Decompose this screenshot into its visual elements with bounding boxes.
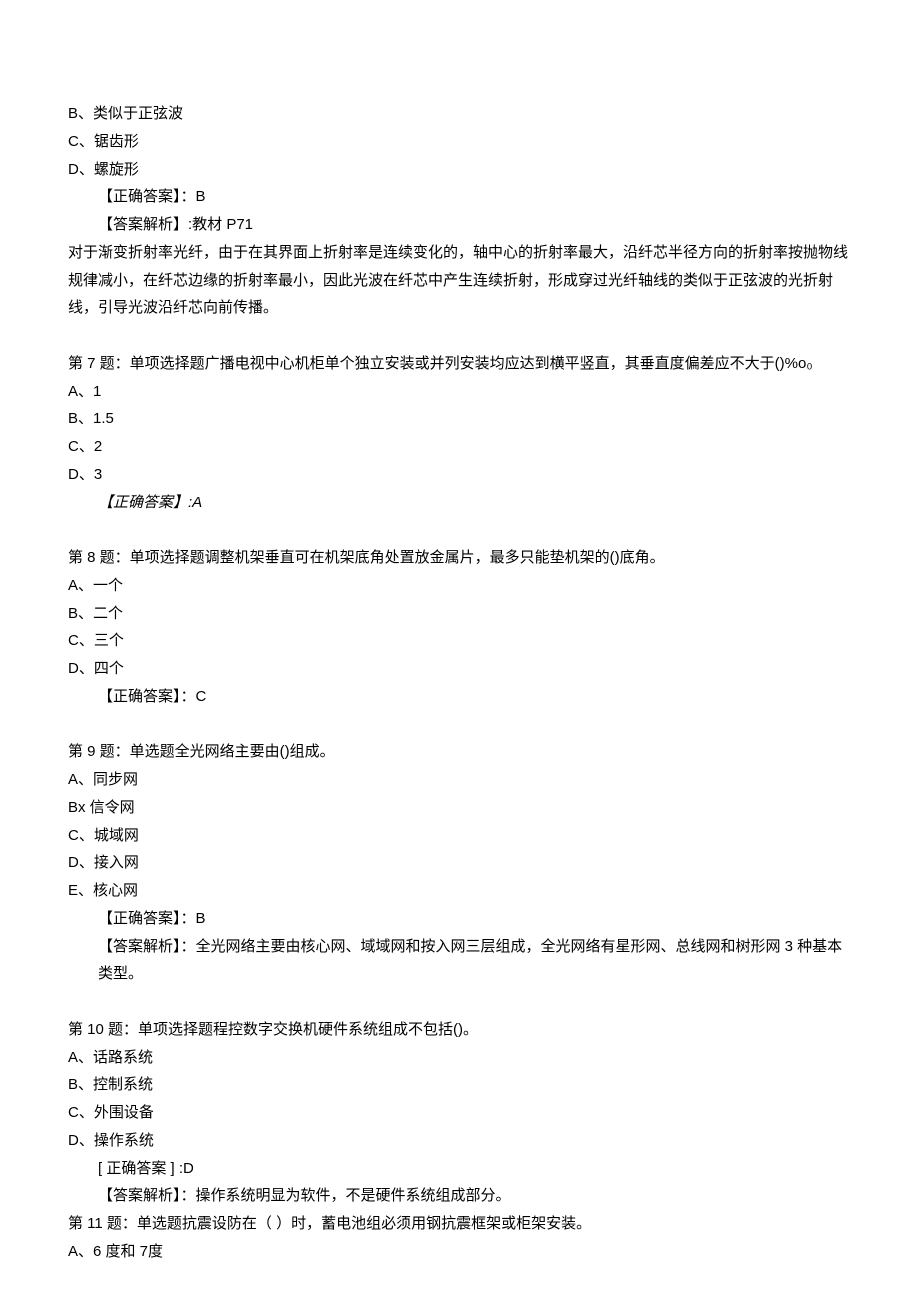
q7-option-c: C、2	[68, 433, 852, 461]
q8-stem: 第 8 题：单项选择题调整机架垂直可在机架底角处置放金属片，最多只能垫机架的()…	[68, 544, 852, 572]
q8-option-a: A、一个	[68, 572, 852, 600]
q9-option-a: A、同步网	[68, 766, 852, 794]
q11-option-a: A、6 度和 7度	[68, 1238, 852, 1266]
q10-option-c: C、外围设备	[68, 1099, 852, 1127]
q6-option-d: D、螺旋形	[68, 156, 852, 184]
q11-stem: 第 11 题：单选题抗震设防在（ ）时，蓄电池组必须用钢抗震框架或柜架安装。	[68, 1210, 852, 1238]
q9-option-c: C、城域网	[68, 822, 852, 850]
q6-option-c: C、锯齿形	[68, 128, 852, 156]
q7-option-a: A、1	[68, 378, 852, 406]
q7-answer: 【正确答案】:A	[68, 489, 852, 517]
q9-answer: 【正确答案】：B	[68, 905, 852, 933]
q10-option-b: B、控制系统	[68, 1071, 852, 1099]
q8-answer: 【正确答案】：C	[68, 683, 852, 711]
q9-option-d: D、接入网	[68, 849, 852, 877]
q10-option-a: A、话路系统	[68, 1044, 852, 1072]
q10-answer: [ 正确答案 ] :D	[68, 1155, 852, 1183]
q7-stem: 第 7 题：单项选择题广播电视中心机柜单个独立安装或并列安装均应达到横平竖直，其…	[68, 350, 852, 378]
q7-option-d: D、3	[68, 461, 852, 489]
q8-option-b: B、二个	[68, 600, 852, 628]
q10-stem: 第 10 题：单项选择题程控数字交换机硬件系统组成不包括()。	[68, 1016, 852, 1044]
q9-analysis: 【答案解析】：全光网络主要由核心网、域域网和按入网三层组成，全光网络有星形网、总…	[68, 933, 852, 989]
q10-option-d: D、操作系统	[68, 1127, 852, 1155]
q8-option-c: C、三个	[68, 627, 852, 655]
q9-stem: 第 9 题：单选题全光网络主要由()组成。	[68, 738, 852, 766]
q6-option-b: B、类似于正弦波	[68, 100, 852, 128]
q7-option-b: B、1.5	[68, 405, 852, 433]
q8-option-d: D、四个	[68, 655, 852, 683]
q9-option-b: Bx 信令网	[68, 794, 852, 822]
q6-analysis-label: 【答案解析】:教材 P71	[68, 211, 852, 239]
q9-option-e: E、核心网	[68, 877, 852, 905]
q10-analysis: 【答案解析】：操作系统明显为软件，不是硬件系统组成部分。	[68, 1182, 852, 1210]
q6-analysis-body: 对于渐变折射率光纤，由于在其界面上折射率是连续变化的，轴中心的折射率最大，沿纤芯…	[68, 239, 852, 322]
q6-answer: 【正确答案】：B	[68, 183, 852, 211]
